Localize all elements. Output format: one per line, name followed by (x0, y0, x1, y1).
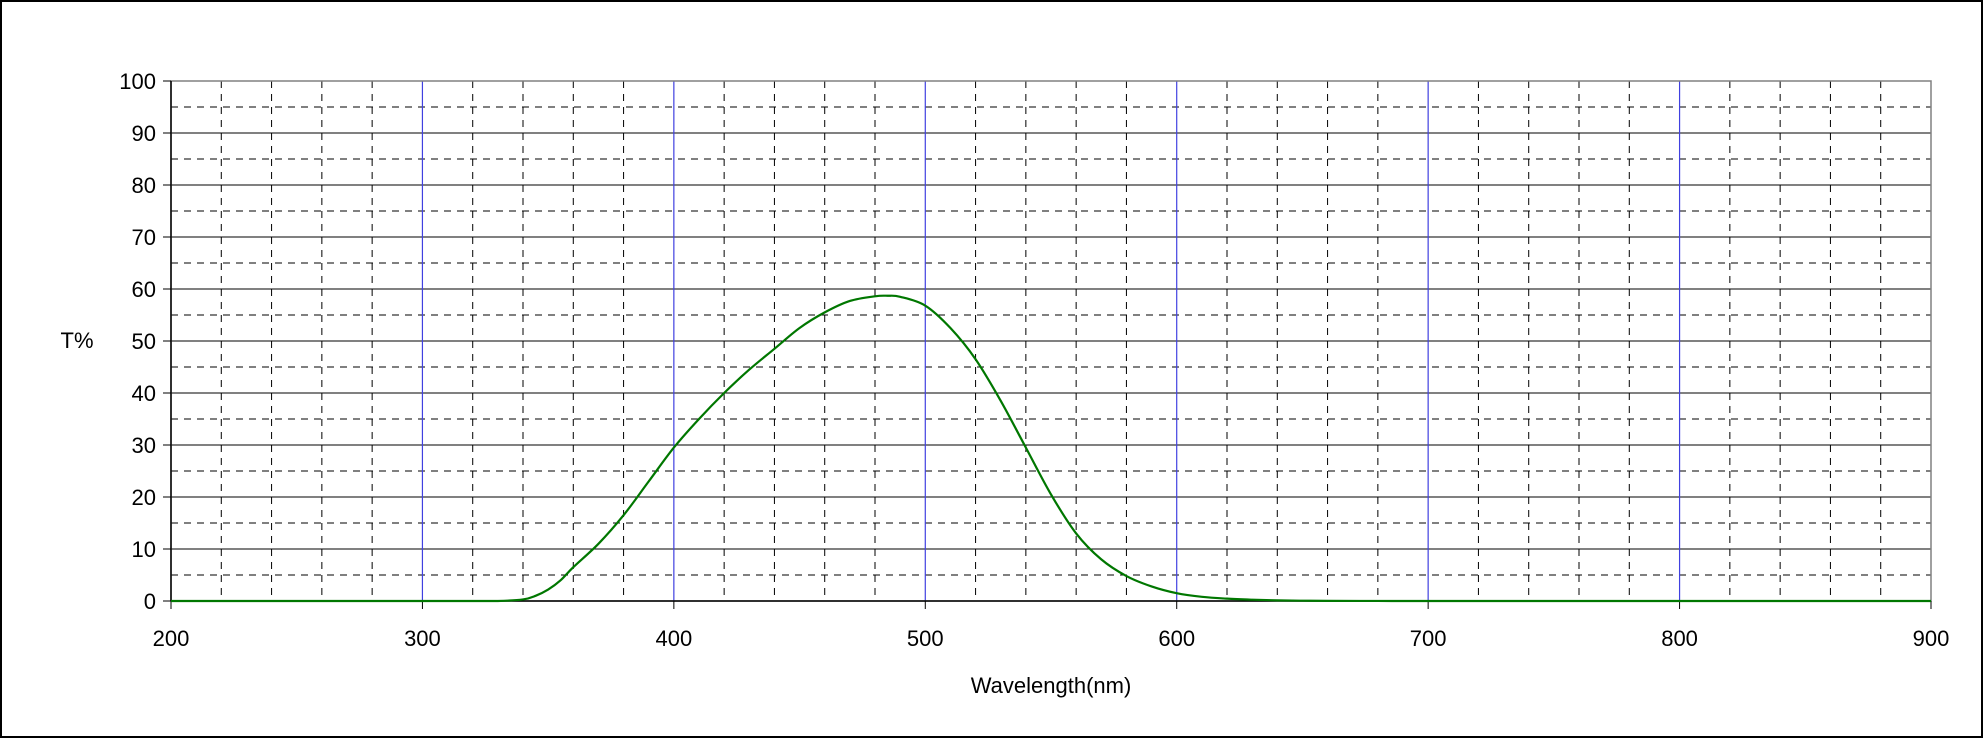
x-tick-label: 600 (1158, 626, 1195, 651)
y-tick-label: 100 (119, 69, 156, 94)
y-tick-label: 50 (132, 329, 156, 354)
x-tick-label: 700 (1410, 626, 1447, 651)
x-tick-label: 800 (1661, 626, 1698, 651)
major-grid (171, 81, 1931, 601)
y-tick-label: 60 (132, 277, 156, 302)
x-tick-label: 400 (655, 626, 692, 651)
x-tick-label: 900 (1913, 626, 1950, 651)
y-tick-label: 70 (132, 225, 156, 250)
y-tick-label: 30 (132, 433, 156, 458)
x-tick-label: 200 (153, 626, 190, 651)
series-layer (171, 294, 1931, 603)
y-tick-label: 10 (132, 537, 156, 562)
x-tick-labels: 200 300 400 500 600 700 800 900 (153, 626, 1950, 651)
x-axis-label: Wavelength(nm) (971, 673, 1132, 698)
transmission-series-line (171, 294, 1931, 603)
y-tick-label: 40 (132, 381, 156, 406)
y-tick-label: 20 (132, 485, 156, 510)
x-tick-label: 300 (404, 626, 441, 651)
x-tick-label: 500 (907, 626, 944, 651)
y-tick-labels: 0 10 20 30 40 50 60 70 80 90 100 (119, 69, 156, 614)
y-tick-label: 80 (132, 173, 156, 198)
y-axis-label: T% (61, 328, 94, 353)
y-tick-label: 90 (132, 121, 156, 146)
y-tick-label: 0 (144, 589, 156, 614)
